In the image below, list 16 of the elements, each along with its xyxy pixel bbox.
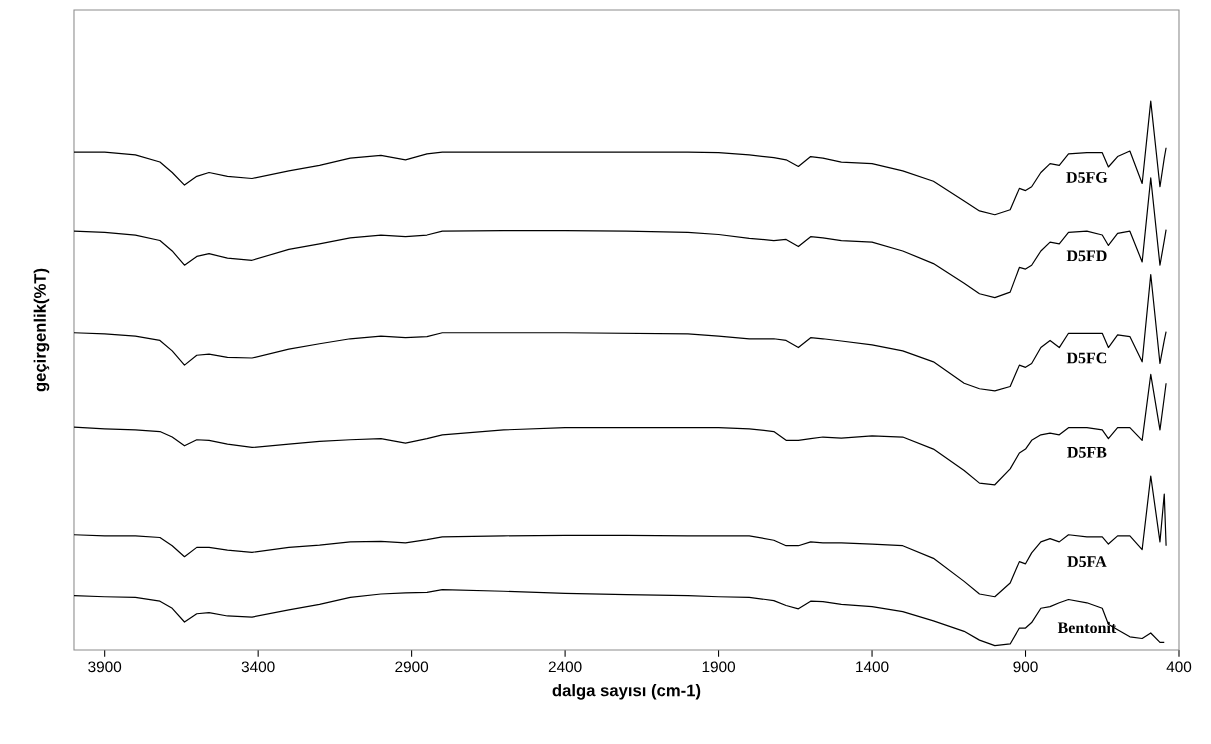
x-tick-label: 3900 <box>88 661 122 673</box>
x-axis-title: dalga sayısı (cm-1) <box>552 684 701 700</box>
x-tick-label: 2400 <box>548 661 582 673</box>
x-tick-label: 1900 <box>702 661 736 673</box>
series-label: D5FB <box>1067 447 1107 458</box>
series-label: D5FG <box>1066 172 1108 183</box>
x-tick-label: 900 <box>1013 661 1038 673</box>
series-label: D5FD <box>1066 250 1107 262</box>
x-tick-label: 2900 <box>395 661 429 673</box>
x-tick-label: 400 <box>1166 661 1192 673</box>
x-tick-label: 1400 <box>856 661 889 673</box>
series-label: D5FA <box>1067 556 1107 567</box>
series-label: D5FC <box>1066 352 1107 364</box>
y-axis-title: geçirgenlik(%T) <box>33 268 50 392</box>
series-label: Bentonit <box>1057 621 1117 634</box>
x-tick-label: 3400 <box>241 661 275 673</box>
